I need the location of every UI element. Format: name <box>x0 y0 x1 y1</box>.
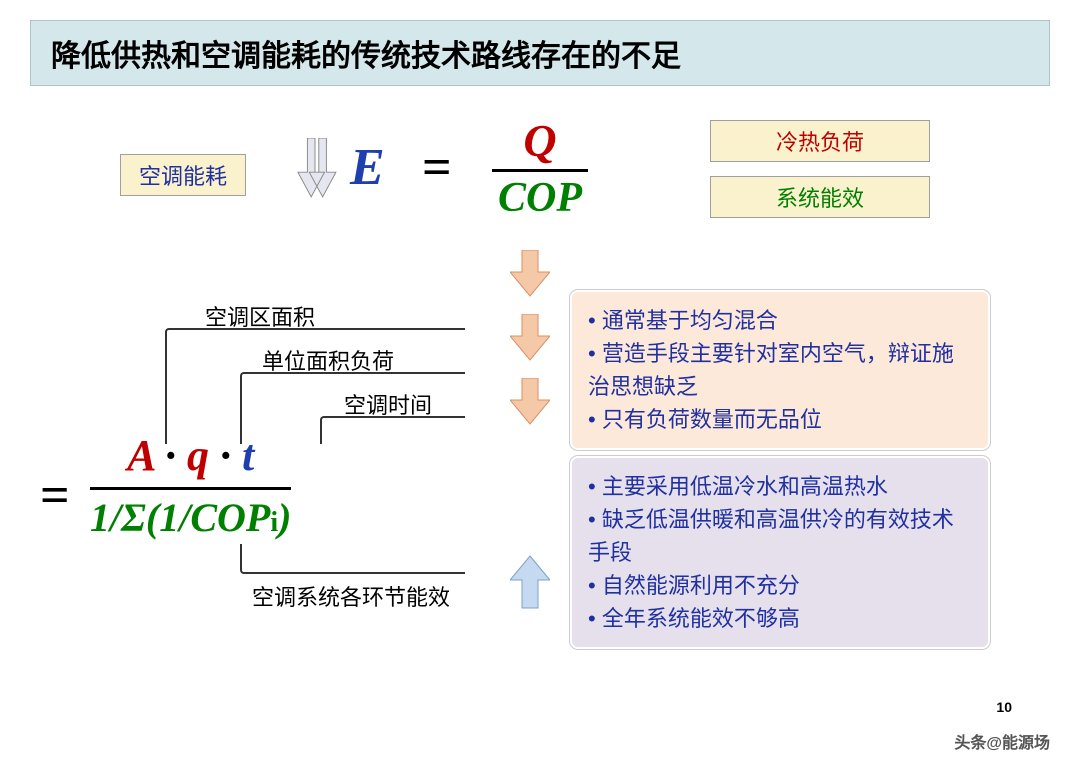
label-system-eff: 空调系统各环节能效 <box>252 580 450 612</box>
bullet: • 通常基于均匀混合 <box>588 304 972 337</box>
symbol-E: E <box>350 138 385 197</box>
den-i: i <box>270 507 278 538</box>
fraction-aqt-cop: A · q · t 1/Σ(1/COPi) <box>90 430 291 541</box>
bullet: • 只有负荷数量而无品位 <box>588 403 972 436</box>
symbol-Q: Q <box>492 114 588 172</box>
slide-title: 降低供热和空调能耗的传统技术路线存在的不足 <box>30 20 1050 86</box>
bullet: • 营造手段主要针对室内空气，辩证施治思想缺乏 <box>588 337 972 403</box>
bullet: • 主要采用低温冷水和高温热水 <box>588 470 972 503</box>
watermark: 头条@能源场 <box>954 729 1050 753</box>
den-pre: 1/Σ(1/ <box>90 495 190 540</box>
bullet: • 缺乏低温供暖和高温供冷的有效技术手段 <box>588 503 972 569</box>
den-cop: COP <box>190 495 270 540</box>
label-efficiency: 系统能效 <box>710 176 930 218</box>
arrow-down-icon <box>510 378 550 431</box>
symbol-COP: COP <box>492 172 588 222</box>
fraction-q-cop: Q COP <box>492 114 588 222</box>
symbol-A: A <box>127 431 154 480</box>
bracket-line <box>240 544 465 574</box>
bullet: • 自然能源利用不充分 <box>588 569 972 602</box>
symbol-equals-2: = <box>40 466 70 525</box>
symbol-t: t <box>242 431 254 480</box>
arrow-up-icon <box>510 554 550 615</box>
arrow-down-icon <box>510 250 550 303</box>
arrow-down-icon <box>296 138 340 207</box>
arrow-down-icon <box>510 314 550 367</box>
bracket-line <box>320 416 465 444</box>
label-ac-energy: 空调能耗 <box>120 154 246 196</box>
symbol-q: q <box>187 431 209 480</box>
panel-eff-issues: • 主要采用低温冷水和高温热水 • 缺乏低温供暖和高温供冷的有效技术手段 • 自… <box>570 456 990 649</box>
bullet: • 全年系统能效不够高 <box>588 602 972 635</box>
page-number: 10 <box>996 699 1012 715</box>
equation-row-1: 空调能耗 E = Q COP 冷热负荷 系统能效 <box>30 130 1050 220</box>
den-post: ) <box>278 495 291 540</box>
panel-load-issues: • 通常基于均匀混合 • 营造手段主要针对室内空气，辩证施治思想缺乏 • 只有负… <box>570 290 990 450</box>
label-load: 冷热负荷 <box>710 120 930 162</box>
symbol-equals-1: = <box>422 138 452 197</box>
